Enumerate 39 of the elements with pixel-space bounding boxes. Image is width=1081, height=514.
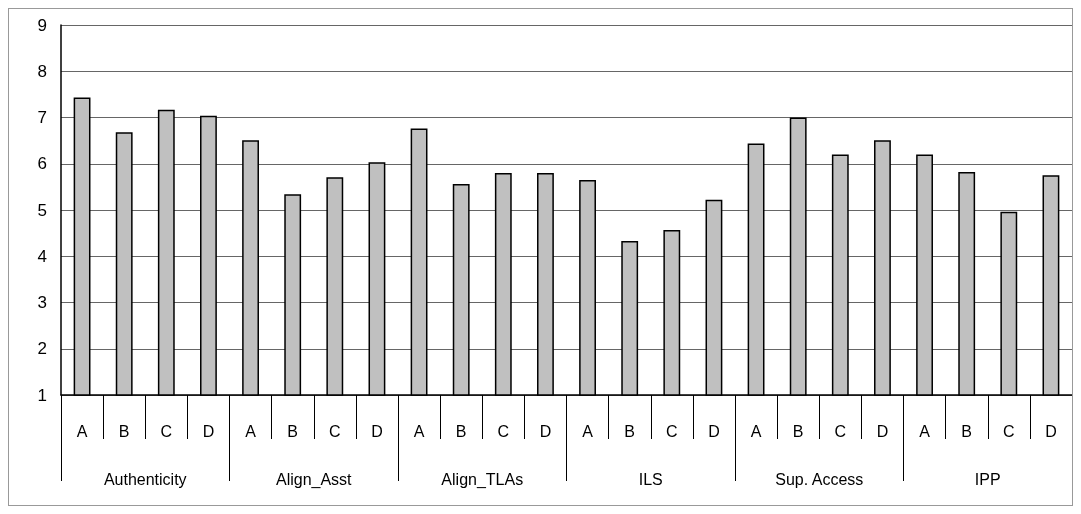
- x-tick-label: B: [792, 422, 804, 440]
- y-tick-label: 9: [37, 15, 47, 35]
- x-tick-label: C: [329, 422, 341, 440]
- y-tick-label: 6: [37, 154, 47, 174]
- x-tick-label: B: [118, 422, 130, 440]
- text: IPP: [974, 470, 1001, 488]
- x-tick-label: B: [961, 422, 973, 440]
- x-tick-label: C: [666, 422, 678, 440]
- x-tick-label: A: [245, 422, 257, 440]
- x-tick-label: C: [160, 422, 173, 440]
- x-tick-label: B: [287, 422, 299, 440]
- text: ILS: [638, 470, 663, 488]
- text: Align_Asst: [275, 470, 353, 489]
- text: Authenticity: [103, 470, 187, 488]
- x-tick-label: B: [455, 422, 467, 440]
- x-tick-label: C: [1003, 422, 1015, 440]
- x-tick-label: C: [497, 422, 510, 440]
- x-tick-label: B: [624, 422, 636, 440]
- x-tick-label: C: [834, 422, 847, 440]
- x-tick-label: D: [708, 422, 720, 440]
- y-tick-label: 7: [37, 108, 47, 127]
- x-tick-label: D: [371, 422, 383, 440]
- x-tick-label: A: [919, 422, 931, 440]
- x-tick-label: D: [202, 422, 215, 440]
- text: Sup. Access: [775, 470, 864, 488]
- x-tick-label: A: [76, 422, 88, 440]
- y-tick-label: 3: [37, 293, 47, 312]
- x-tick-label: A: [750, 422, 762, 440]
- text: Align_TLAs: [441, 470, 524, 489]
- x-tick-label: D: [1045, 422, 1057, 440]
- x-tick-label: D: [539, 422, 552, 440]
- y-tick-label: 2: [37, 339, 47, 359]
- y-tick-label: 5: [37, 200, 47, 220]
- y-tick-label: 4: [37, 246, 47, 266]
- y-tick-label: 8: [37, 61, 47, 81]
- x-tick-label: A: [582, 422, 594, 440]
- x-tick-label: D: [876, 422, 889, 440]
- y-tick-label: 1: [37, 385, 47, 405]
- x-tick-label: A: [413, 422, 425, 440]
